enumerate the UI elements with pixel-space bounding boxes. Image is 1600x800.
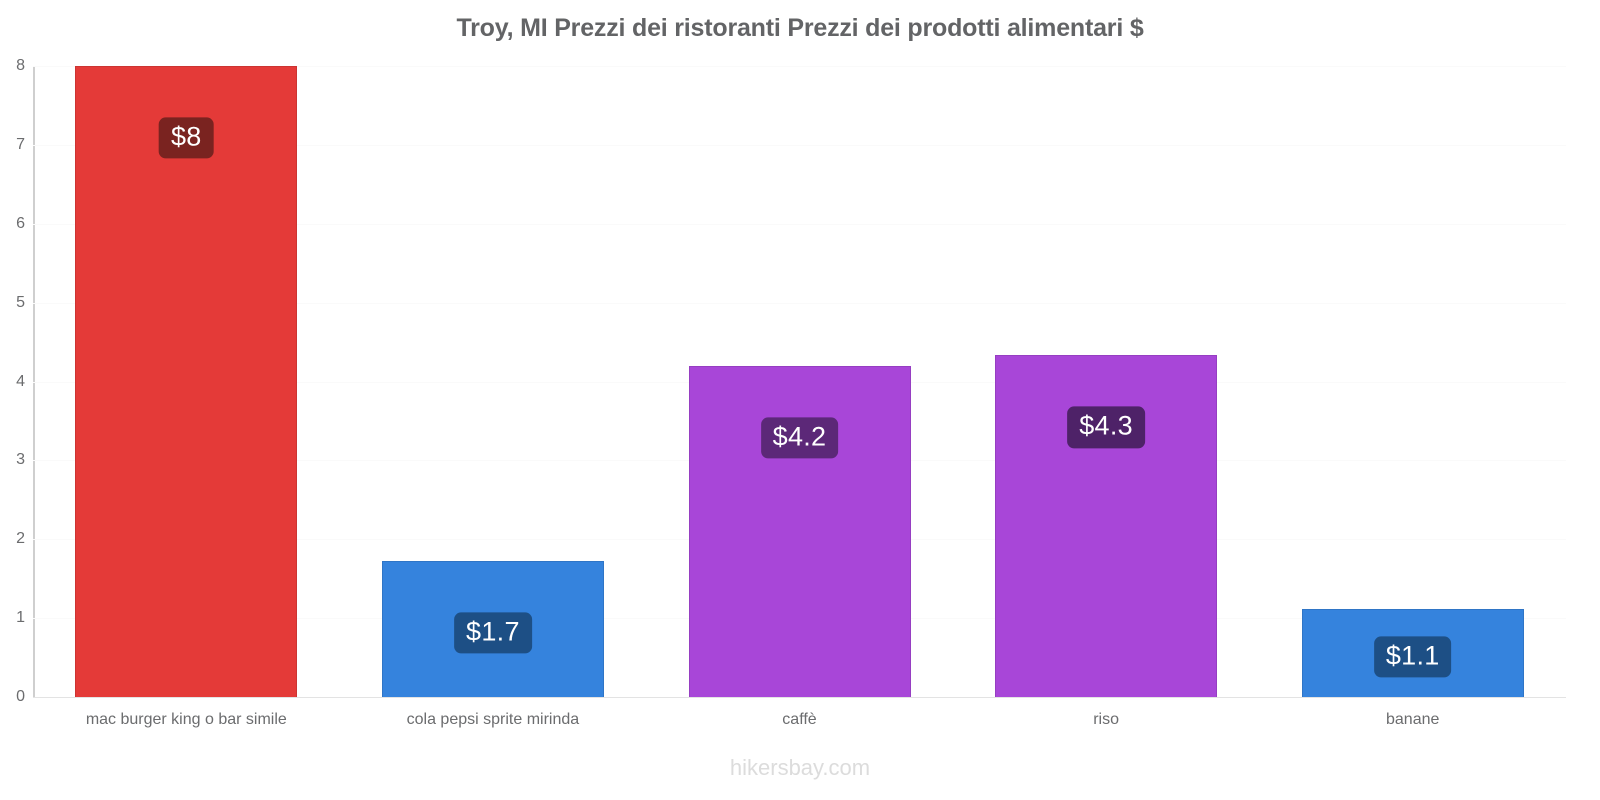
y-axis-tick-label: 7 bbox=[16, 135, 25, 153]
x-axis-tick-label: caffè bbox=[782, 711, 817, 728]
bar-value-label: $4.2 bbox=[760, 417, 839, 459]
gridline bbox=[33, 66, 1566, 67]
x-axis-tick-label: mac burger king o bar simile bbox=[85, 711, 287, 728]
bar[interactable] bbox=[688, 365, 911, 697]
bar-value-label: $4.3 bbox=[1067, 406, 1145, 449]
gridline bbox=[33, 144, 1566, 146]
y-axis-tick-label: 6 bbox=[16, 214, 25, 232]
y-axis-tick-label: 2 bbox=[16, 530, 25, 548]
chart-title: Troy, MI Prezzi dei ristoranti Prezzi de… bbox=[456, 14, 1144, 42]
y-axis-tick-label: 4 bbox=[16, 372, 25, 390]
plot-area: $8 $1.7 $4.2 $4.3 $1.1 bbox=[33, 66, 1566, 698]
bar-value-label: $1.1 bbox=[1373, 636, 1452, 678]
y-axis-tick-label: 5 bbox=[16, 293, 25, 311]
y-axis-tick-label: 1 bbox=[16, 609, 25, 627]
x-axis-tick-label: banane bbox=[1385, 711, 1440, 728]
bar[interactable] bbox=[75, 66, 298, 697]
y-axis-tick-label: 0 bbox=[16, 688, 25, 705]
gridline bbox=[33, 302, 1566, 304]
footer-credit: hikersbay.com bbox=[729, 755, 871, 780]
gridline bbox=[33, 223, 1566, 225]
y-axis-tick-labels: 0 1 2 3 4 5 6 7 8 bbox=[0, 58, 25, 705]
y-axis-tick-label: 8 bbox=[16, 57, 25, 74]
y-axis-tick-label: 3 bbox=[16, 451, 25, 469]
gridline bbox=[33, 697, 1566, 698]
x-axis-tick-label: riso bbox=[1093, 711, 1119, 728]
bar-value-label: $1.7 bbox=[454, 612, 532, 654]
x-axis-tick-label: cola pepsi sprite mirinda bbox=[406, 711, 580, 728]
x-axis-tick-labels: mac burger king o bar simile cola pepsi s… bbox=[33, 712, 1566, 740]
bar-value-label: $8 bbox=[158, 117, 214, 159]
